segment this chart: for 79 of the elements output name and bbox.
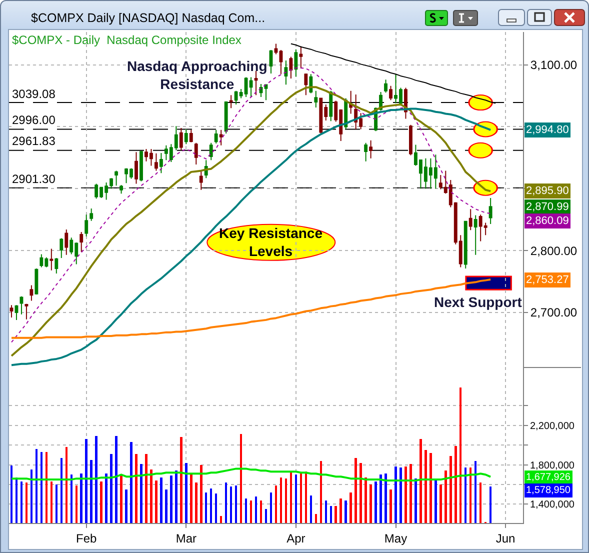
candlestick: [140, 150, 143, 182]
y-tick-label: 1,800,000: [530, 460, 575, 472]
candlestick: [299, 46, 303, 70]
ref-line-label: 2961.83: [12, 134, 56, 148]
candlestick: [294, 48, 298, 78]
candlestick: [134, 152, 138, 184]
x-tick-label: May: [384, 531, 408, 546]
annotation: Next Support: [434, 294, 522, 310]
candlestick: [90, 208, 94, 222]
candlestick: [209, 142, 213, 161]
annotation: Key Resistance Levels: [219, 225, 323, 260]
candlestick: [179, 127, 183, 151]
candlestick: [314, 90, 318, 108]
candlestick: [64, 229, 68, 256]
candlestick: [214, 129, 218, 144]
candlestick: [20, 296, 24, 315]
y-tick-label: 2,800.00: [530, 244, 578, 258]
candlestick: [279, 49, 283, 75]
candlestick: [349, 90, 353, 114]
candlestick: [159, 152, 163, 174]
candlestick: [34, 268, 38, 296]
candlestick: [409, 124, 412, 156]
candlestick: [364, 142, 368, 162]
ref-line-label: 2901.30: [12, 172, 56, 186]
candlestick: [154, 152, 158, 172]
annotation: Nasdaq Approaching Resistance: [127, 58, 268, 92]
chart-subtitle: $COMPX - Daily Nasdaq Composite Index: [12, 33, 242, 47]
candlestick: [24, 303, 28, 320]
candlestick: [194, 142, 198, 166]
candlestick: [284, 60, 288, 86]
y-tick-label: 1,400,000: [530, 500, 575, 511]
line-series: [10, 468, 492, 482]
candlestick: [114, 170, 118, 186]
candlestick: [80, 232, 84, 252]
candlestick: [50, 248, 54, 271]
text: 2,753.27: [526, 274, 569, 286]
candlestick: [219, 129, 223, 146]
text: 2,994.80: [526, 124, 569, 136]
y-tick-label: 2,700.00: [530, 306, 578, 320]
y-tick-label: 3,100.00: [530, 58, 578, 72]
x-tick-label: Feb: [76, 531, 98, 546]
candlestick: [384, 79, 388, 94]
candlestick: [304, 72, 308, 96]
candlestick: [54, 258, 58, 274]
candlestick: [14, 304, 18, 320]
candlestick: [274, 43, 278, 55]
y-tick-label: 2,200,000: [530, 420, 575, 432]
chart-title: $COMPX Daily [NASDAQ] Nasdaq Com...: [31, 11, 266, 25]
candlestick: [264, 84, 268, 101]
candlestick: [369, 140, 373, 159]
candlestick: [488, 197, 492, 224]
ref-line-label: 2996.00: [12, 113, 56, 127]
candlestick: [464, 220, 468, 270]
candlestick: [10, 304, 14, 318]
candlestick: [329, 90, 333, 122]
text: 1,677,926: [526, 472, 571, 483]
candlestick: [229, 94, 233, 109]
candlestick: [84, 214, 88, 237]
x-tick-label: Jun: [496, 531, 516, 546]
candlestick: [289, 56, 293, 79]
candlestick: [269, 49, 273, 74]
candlestick: [120, 184, 123, 194]
candlestick: [468, 208, 472, 231]
text: 1,578,950: [526, 485, 571, 496]
candlestick: [389, 85, 392, 101]
candlestick: [199, 170, 203, 190]
candlestick: [30, 284, 34, 302]
text: 2,895.90: [526, 185, 569, 197]
candlestick: [259, 84, 263, 98]
x-tick-label: Apr: [286, 531, 306, 546]
x-tick-label: Mar: [176, 531, 196, 546]
ref-line-label: 3039.08: [12, 87, 56, 101]
candlestick: [184, 128, 188, 145]
candlestick: [60, 238, 64, 259]
candlestick: [224, 100, 228, 134]
candlestick: [189, 129, 193, 143]
text: 2,860.09: [526, 215, 569, 227]
candlestick: [474, 214, 478, 256]
text: 2,870.99: [526, 201, 569, 213]
